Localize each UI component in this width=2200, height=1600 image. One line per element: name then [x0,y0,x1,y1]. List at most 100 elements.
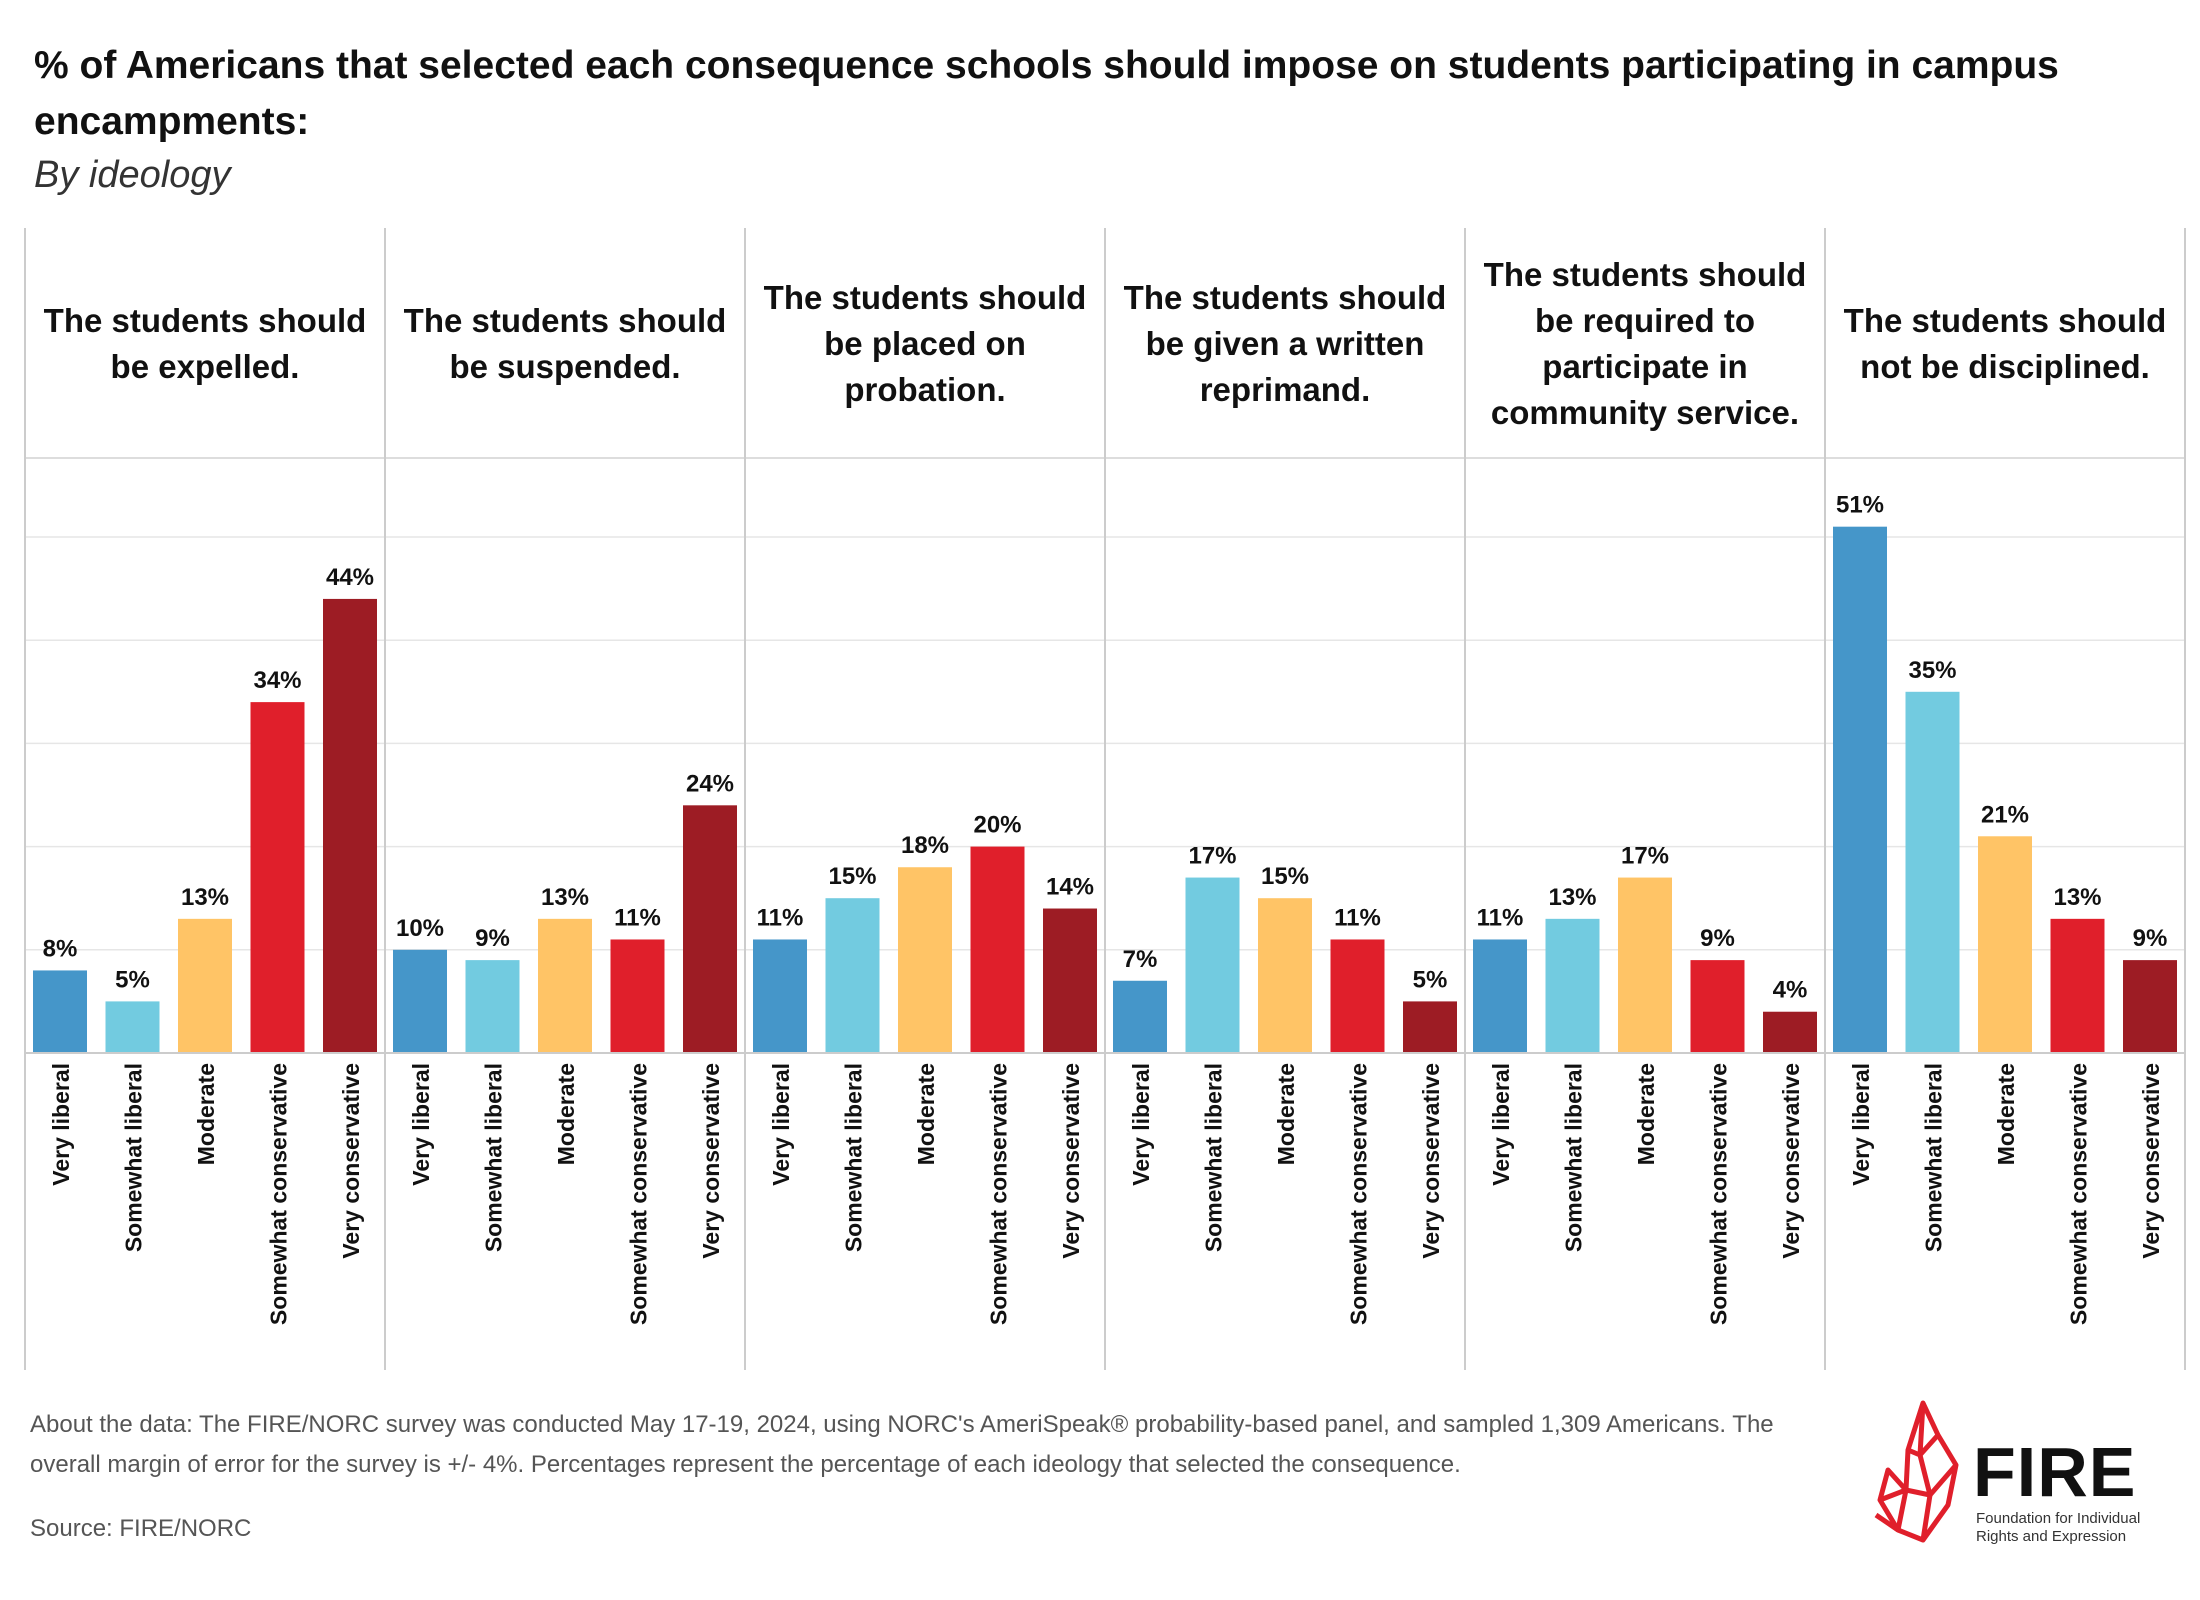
data-label: 11% [1334,904,1381,931]
category-tick-label: Very conservative [1058,1063,1084,1259]
data-label: 9% [2133,925,2168,952]
data-label: 9% [475,925,510,952]
data-label: 11% [1477,904,1524,931]
data-label: 9% [1700,925,1735,952]
bar [1545,918,1600,1053]
panel-title-line: participate in [1542,348,1747,385]
data-label: 15% [1261,863,1309,890]
bar [610,939,665,1053]
category-tick-label: Very liberal [1848,1063,1874,1186]
bar [323,598,377,1053]
category-tick-label: Somewhat conservative [1346,1063,1372,1325]
data-label: 5% [1413,966,1448,993]
data-label: 4% [1773,977,1808,1004]
panel-title-line: The students should [764,279,1087,316]
bar [393,949,447,1053]
data-label: 44% [326,564,374,591]
bar [1403,1001,1457,1053]
bar [465,960,520,1053]
bar [1258,898,1312,1053]
data-label: 11% [757,904,804,931]
bar [250,702,305,1053]
fire-logo: FIRE Foundation for Individual Rights an… [1868,1395,2168,1555]
panel-title-line: not be disciplined. [1860,348,2150,385]
flame-icon [1874,1400,1959,1543]
category-tick-label: Moderate [193,1063,219,1165]
bar [2123,960,2177,1053]
panel-title-line: reprimand. [1200,371,1371,408]
category-tick-label: Somewhat conservative [986,1063,1012,1325]
data-label: 24% [686,770,734,797]
category-tick-label: Somewhat conservative [266,1063,292,1325]
category-tick-label: Somewhat liberal [481,1063,507,1252]
bar [683,805,737,1053]
category-tick-label: Moderate [553,1063,579,1165]
bar [1473,939,1527,1053]
panel-title-line: The students should [44,302,367,339]
data-label: 17% [1188,843,1236,870]
data-label: 35% [1908,657,1956,684]
bar [1113,980,1167,1053]
panel-title-line: The students should [1124,279,1447,316]
panel-title-line: probation. [844,371,1005,408]
category-tick-label: Very liberal [408,1063,434,1186]
bar [1978,836,2032,1053]
category-tick-label: Very liberal [48,1063,74,1186]
data-label: 21% [1981,801,2029,828]
panel-title-line: be given a written [1146,325,1425,362]
chart-title: % of Americans that selected each conseq… [34,44,2059,143]
category-tick-label: Very liberal [768,1063,794,1186]
data-label: 13% [541,884,589,911]
data-label: 18% [901,832,949,859]
source-note: Source: FIRE/NORC [30,1515,252,1542]
category-tick-label: Somewhat liberal [121,1063,147,1252]
category-tick-label: Very conservative [338,1063,364,1259]
category-tick-label: Moderate [1273,1063,1299,1165]
data-label: 13% [181,884,229,911]
bar [1185,877,1240,1053]
panel-title-line: be expelled. [111,348,300,385]
bar [1905,691,1960,1053]
panel-title-line: The students should [1484,256,1807,293]
bar [825,898,880,1053]
data-label: 13% [2053,884,2101,911]
data-label: 5% [115,966,150,993]
about-the-data: About the data: The FIRE/NORC survey was… [30,1411,1774,1478]
category-tick-label: Somewhat liberal [1561,1063,1587,1252]
data-label: 8% [43,935,78,962]
category-tick-label: Moderate [1633,1063,1659,1165]
bar [1763,1011,1817,1053]
category-tick-label: Very conservative [2138,1063,2164,1259]
category-tick-label: Somewhat conservative [2066,1063,2092,1325]
data-label: 11% [614,904,661,931]
chart-area: The students should be expelled. 8% Very li… [24,228,2186,1370]
category-tick-label: Somewhat liberal [1921,1063,1947,1252]
bar [898,867,952,1053]
data-label: 51% [1836,492,1884,519]
data-label: 13% [1548,884,1596,911]
chart-subtitle: By ideology [34,154,231,196]
category-tick-label: Somewhat liberal [1201,1063,1227,1252]
bar [1690,960,1745,1053]
logo-tagline-line-1: Foundation for Individual [1976,1510,2141,1527]
data-label: 34% [253,667,301,694]
bar [2050,918,2105,1053]
panel-title-line: The students should [1844,302,2167,339]
panel-title-line: community service. [1491,394,1799,431]
logo-tagline-line-2: Rights and Expression [1976,1528,2127,1545]
category-tick-label: Moderate [1993,1063,2019,1165]
bar [753,939,807,1053]
bar [1618,877,1672,1053]
data-label: 20% [973,812,1021,839]
data-label: 15% [828,863,876,890]
data-label: 14% [1046,874,1094,901]
category-tick-label: Very conservative [1778,1063,1804,1259]
category-tick-label: Moderate [913,1063,939,1165]
panel-title-line: The students should [404,302,727,339]
logo-wordmark: FIRE [1973,1433,2137,1511]
bar [105,1001,160,1053]
category-tick-label: Very conservative [1418,1063,1444,1259]
category-tick-label: Very conservative [698,1063,724,1259]
panel-title-line: be suspended. [449,348,680,385]
bar [1330,939,1385,1053]
